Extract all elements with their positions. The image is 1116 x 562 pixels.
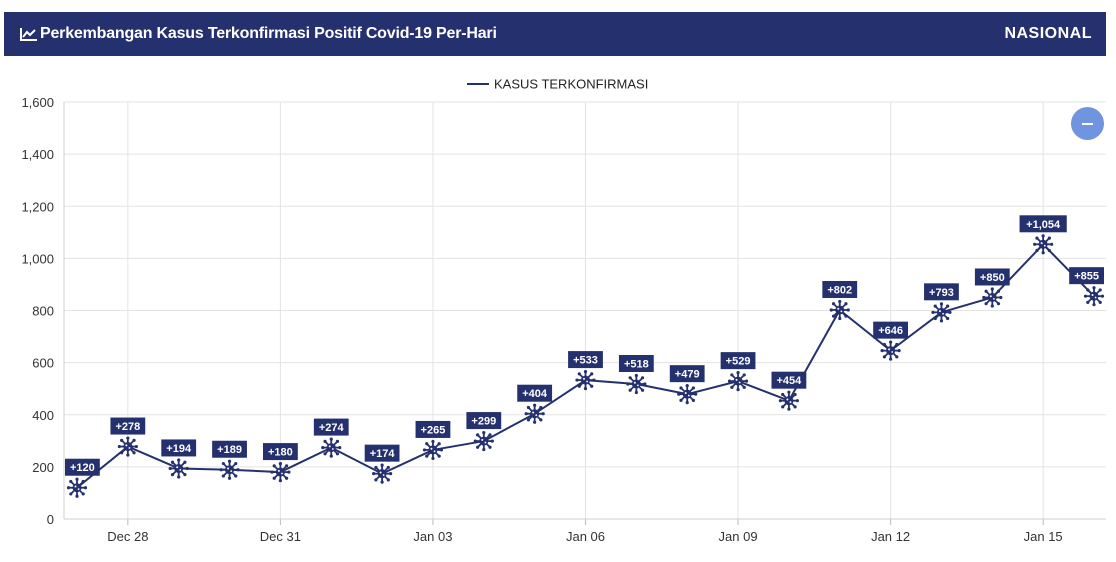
data-label-box (415, 420, 451, 438)
data-label: +180 (268, 447, 293, 459)
data-label-box (974, 268, 1010, 286)
data-label-box (568, 351, 603, 369)
x-tick-label: Dec 31 (260, 529, 301, 544)
x-tick-label: Dec 28 (107, 529, 148, 544)
data-point-virus-marker (727, 370, 750, 393)
data-label: +533 (573, 355, 598, 367)
zoom-out-button[interactable] (1071, 107, 1104, 140)
data-label-box (720, 352, 756, 370)
data-point-virus-marker (879, 339, 902, 362)
data-label: +120 (70, 462, 95, 474)
data-point-virus-marker (116, 435, 139, 458)
y-tick-label: 200 (32, 460, 54, 475)
data-label-box (110, 417, 146, 435)
data-label: +299 (471, 416, 496, 428)
data-label-box (161, 439, 197, 457)
data-point-virus-marker (167, 457, 190, 480)
data-point-virus-marker (269, 461, 292, 484)
data-label: +194 (166, 443, 192, 455)
y-tick-label: 1,000 (21, 251, 54, 266)
chart-title: Perkembangan Kasus Terkonfirmasi Positif… (40, 25, 497, 42)
data-label-box (771, 371, 807, 389)
data-label: +518 (624, 358, 649, 370)
y-tick-label: 400 (32, 408, 54, 423)
data-label-box (313, 418, 349, 436)
data-label-box (517, 384, 553, 402)
chart-header: Perkembangan Kasus Terkonfirmasi Positif… (4, 12, 1106, 56)
legend-label: KASUS TERKONFIRMASI (494, 77, 648, 92)
data-label-box (364, 444, 400, 462)
data-point-virus-marker (777, 389, 800, 412)
y-tick-label: 800 (32, 304, 54, 319)
data-label: +404 (522, 388, 548, 400)
data-label: +1,054 (1026, 219, 1061, 231)
data-label-box (873, 321, 908, 339)
data-label: +529 (726, 356, 751, 368)
data-label: +274 (319, 422, 345, 434)
y-tick-label: 1,200 (21, 199, 54, 214)
data-label: +802 (827, 284, 852, 296)
data-label: +189 (217, 444, 242, 456)
data-label: +855 (1074, 271, 1099, 283)
data-point-virus-marker (930, 301, 953, 324)
data-point-virus-marker (625, 372, 648, 395)
data-label: +454 (777, 375, 803, 387)
y-tick-label: 1,400 (21, 147, 54, 162)
y-tick-label: 600 (32, 356, 54, 371)
data-point-virus-marker (1083, 285, 1105, 308)
data-label: +265 (421, 424, 446, 436)
data-point-virus-marker (981, 286, 1004, 309)
data-point-virus-marker (66, 476, 88, 499)
x-tick-label: Jan 12 (871, 529, 910, 544)
x-tick-label: Jan 09 (719, 529, 758, 544)
data-label: +850 (980, 272, 1005, 284)
data-point-virus-marker (523, 402, 546, 425)
x-tick-label: Jan 06 (566, 529, 605, 544)
data-point-virus-marker (472, 430, 495, 453)
data-label-box (65, 458, 100, 476)
scope-label: NASIONAL (1004, 25, 1092, 42)
y-tick-label: 1,600 (21, 95, 54, 110)
data-label-box (466, 412, 502, 430)
data-label-box (822, 280, 858, 298)
data-label: +646 (878, 325, 903, 337)
x-tick-label: Jan 03 (413, 529, 452, 544)
x-tick-label: Jan 15 (1024, 529, 1063, 544)
data-label-box (669, 365, 705, 383)
data-point-virus-marker (218, 458, 241, 481)
y-tick-label: 0 (47, 512, 54, 527)
data-label-box (263, 443, 298, 461)
data-label: +174 (370, 448, 396, 460)
data-point-virus-marker (574, 369, 597, 392)
data-point-virus-marker (1032, 233, 1055, 256)
data-label: +793 (929, 287, 954, 299)
data-point-virus-marker (320, 436, 343, 459)
data-point-virus-marker (676, 383, 699, 406)
data-label-box (1019, 215, 1067, 233)
data-label-box (618, 354, 654, 372)
data-point-virus-marker (828, 298, 851, 321)
data-label: +479 (675, 369, 700, 381)
data-point-virus-marker (421, 438, 444, 461)
data-label: +278 (115, 421, 140, 433)
data-label-box (1069, 267, 1104, 285)
data-point-virus-marker (371, 462, 394, 485)
minus-icon (1082, 122, 1093, 125)
data-label-box (212, 440, 247, 458)
header-left: Perkembangan Kasus Terkonfirmasi Positif… (20, 25, 497, 43)
data-label-box (924, 283, 959, 301)
line-chart-icon (20, 28, 37, 41)
